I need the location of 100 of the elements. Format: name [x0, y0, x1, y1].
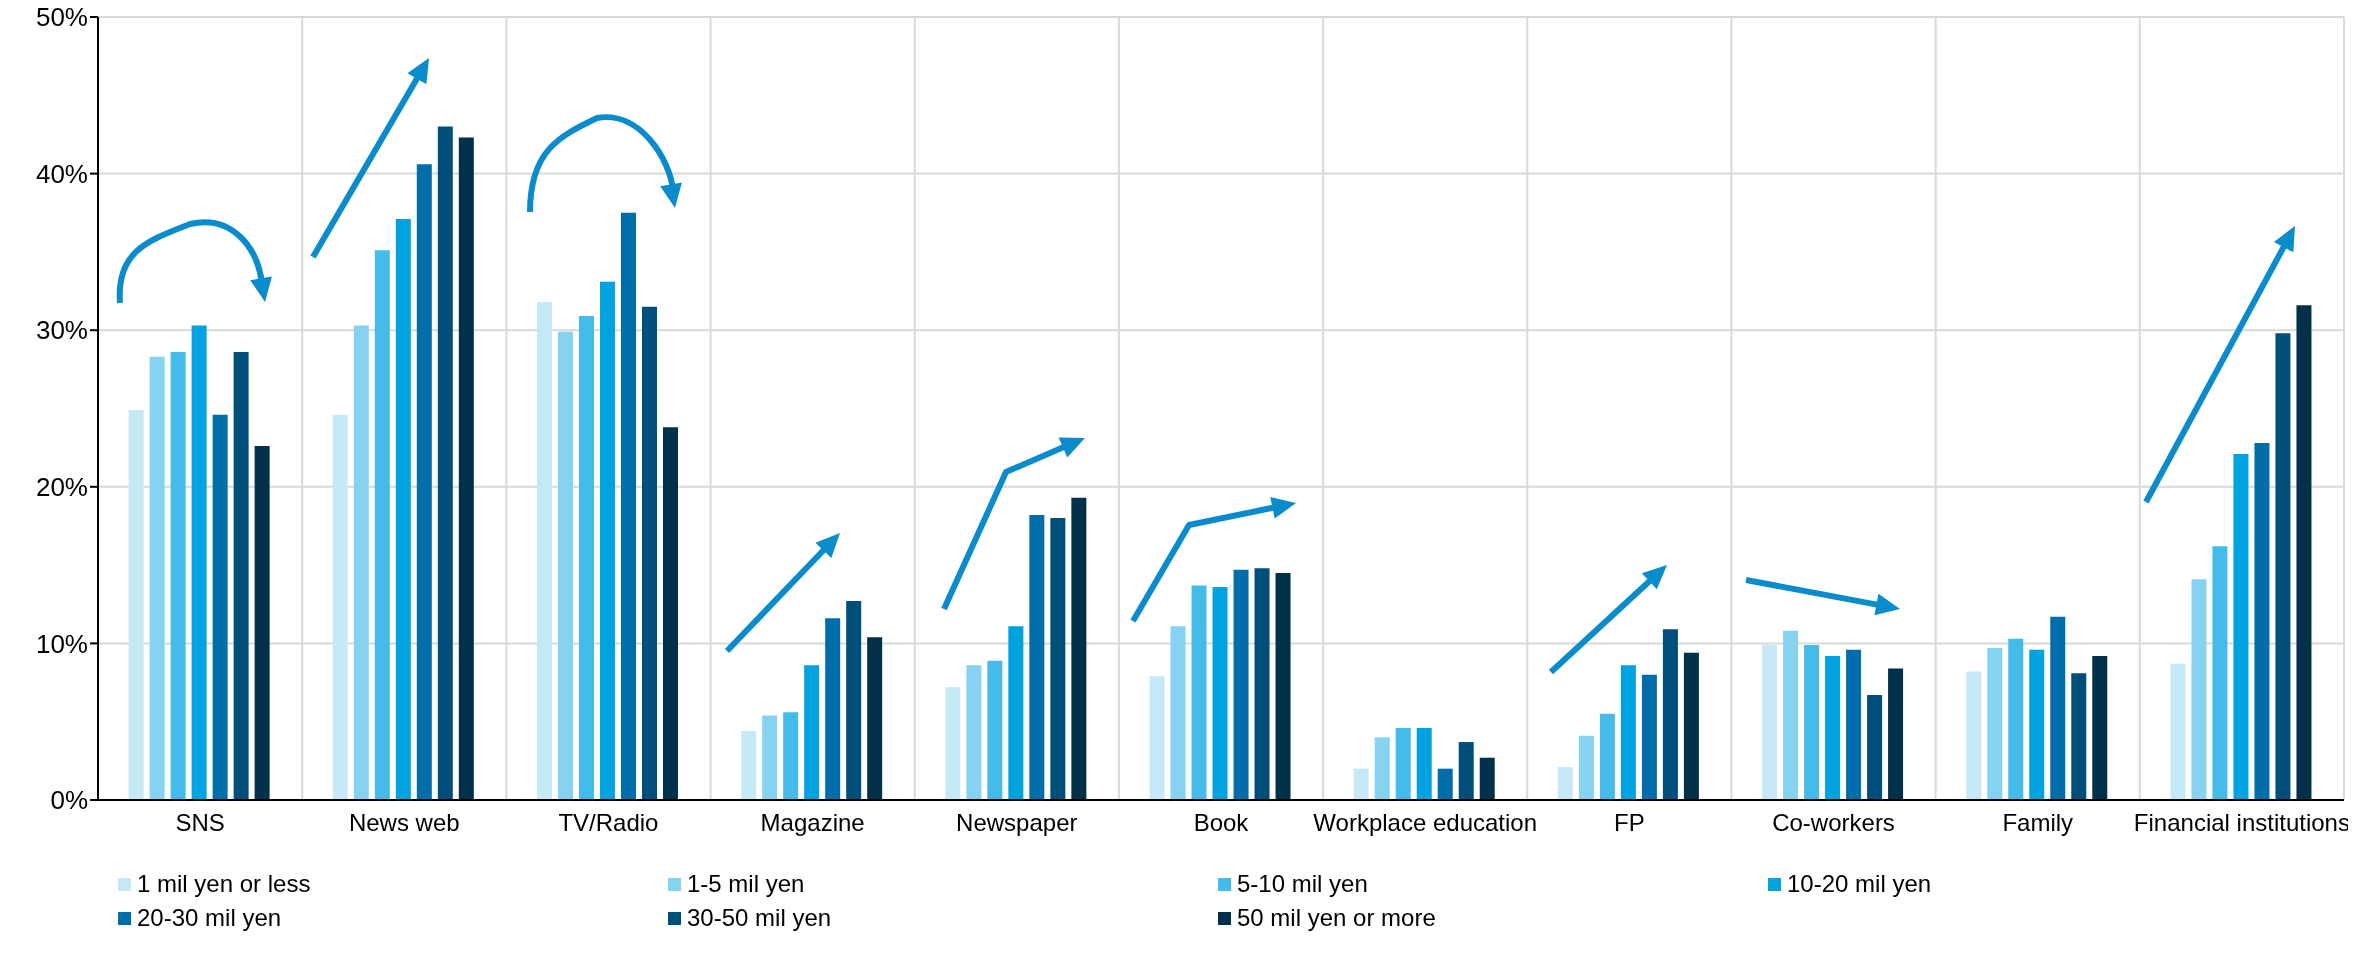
bar	[2008, 638, 2024, 800]
bar	[662, 427, 678, 800]
bar	[945, 687, 961, 800]
bar	[1275, 572, 1291, 800]
bar	[395, 219, 411, 800]
bar	[458, 137, 474, 800]
bar	[762, 715, 778, 800]
bar	[846, 601, 862, 800]
y-tick-label: 20%	[35, 472, 88, 503]
bar	[1683, 652, 1699, 800]
bar	[353, 325, 369, 800]
x-tick-label: Workplace education	[1313, 809, 1538, 837]
y-tick-label: 10%	[35, 628, 88, 659]
bar	[2275, 333, 2291, 800]
bar	[1641, 674, 1657, 800]
bar	[1170, 626, 1186, 800]
legend-label: 20-30 mil yen	[137, 904, 282, 932]
bar	[1662, 629, 1678, 800]
bar	[1867, 695, 1883, 800]
bar	[1966, 671, 1982, 800]
x-tick-label: Magazine	[760, 809, 865, 837]
legend-label: 50 mil yen or more	[1237, 904, 1436, 932]
bar	[128, 410, 144, 800]
bar	[1029, 514, 1045, 800]
legend-label: 30-50 mil yen	[687, 904, 832, 932]
legend-label: 5-10 mil yen	[1237, 870, 1368, 898]
legend-label: 1 mil yen or less	[137, 870, 311, 898]
bar	[804, 665, 820, 800]
bar	[1479, 757, 1495, 800]
bar	[1191, 585, 1207, 800]
x-tick-label: Co-workers	[1772, 809, 1895, 837]
bar	[557, 331, 573, 800]
bar	[1804, 644, 1820, 800]
bar	[1846, 649, 1862, 800]
bar	[1557, 767, 1573, 800]
bar	[2170, 663, 2186, 800]
y-tick-label: 30%	[35, 315, 88, 346]
bar	[2212, 546, 2228, 800]
x-tick-label: TV/Radio	[558, 809, 659, 837]
bar	[1437, 768, 1453, 800]
bar	[1050, 518, 1066, 800]
bar	[191, 325, 207, 800]
legend-label: 1-5 mil yen	[687, 870, 805, 898]
x-tick-label: Book	[1193, 809, 1250, 837]
bar	[578, 316, 594, 800]
bar	[599, 281, 615, 800]
bar	[2296, 305, 2312, 800]
bar	[1254, 568, 1270, 800]
bar	[1762, 644, 1778, 800]
bar	[212, 414, 228, 800]
bar	[2191, 579, 2207, 800]
y-tick-label: 0%	[50, 785, 88, 816]
bar	[1008, 626, 1024, 800]
bar	[1620, 665, 1636, 800]
bar	[2029, 649, 2045, 800]
bar	[2233, 453, 2249, 800]
bar	[1458, 742, 1474, 800]
bar	[1987, 648, 2003, 800]
bar	[966, 665, 982, 800]
x-tick-label: FP	[1614, 809, 1645, 837]
bar	[741, 731, 757, 800]
y-tick-label: 40%	[35, 158, 88, 189]
bar	[1233, 569, 1249, 800]
bar	[1888, 668, 1904, 800]
bar	[170, 352, 186, 800]
bar	[641, 306, 657, 800]
bar	[2254, 442, 2270, 800]
x-tick-label: Newspaper	[956, 809, 1078, 837]
bar	[1071, 497, 1087, 800]
bar	[1353, 768, 1369, 800]
bar	[783, 712, 799, 800]
x-tick-label: Family	[2002, 809, 2074, 837]
bar	[1212, 587, 1228, 800]
bar	[233, 352, 249, 800]
bar	[1825, 655, 1841, 800]
bar	[332, 414, 348, 800]
bar	[416, 164, 432, 800]
bar	[1599, 713, 1615, 800]
bar	[1783, 630, 1799, 800]
bar	[254, 446, 270, 800]
bar	[536, 302, 552, 800]
bar	[1395, 727, 1411, 800]
bar	[149, 356, 165, 800]
bar	[2071, 673, 2087, 800]
bar	[1578, 735, 1594, 800]
x-tick-label: SNS	[175, 809, 225, 837]
bar	[987, 660, 1003, 800]
bar	[374, 250, 390, 800]
bar	[437, 126, 453, 800]
bar	[1374, 737, 1390, 800]
bar	[1416, 727, 1432, 800]
y-tick-label: 50%	[35, 2, 88, 33]
bar	[2050, 616, 2066, 800]
bar	[867, 637, 883, 800]
x-tick-label: News web	[348, 809, 460, 837]
bar	[2092, 655, 2108, 800]
legend-label: 10-20 mil yen	[1787, 870, 1932, 898]
bar	[825, 618, 841, 800]
bar	[620, 212, 636, 800]
bar	[1149, 676, 1165, 800]
